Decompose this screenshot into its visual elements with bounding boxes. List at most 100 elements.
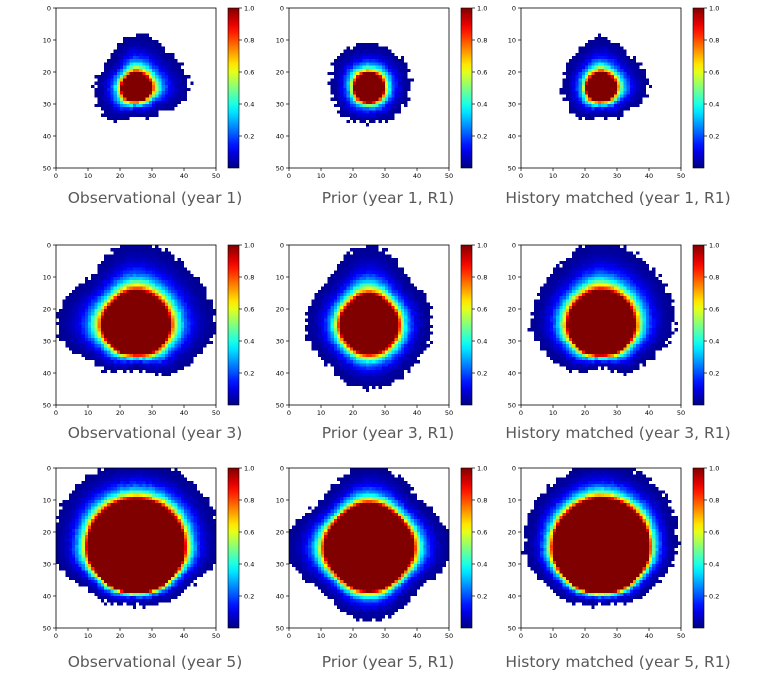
y-tick-label: 30 [43,100,51,108]
y-tick-label: 50 [276,401,284,409]
y-tick-label: 40 [43,592,51,600]
y-tick-label: 10 [276,273,284,281]
colorbar [227,244,240,406]
heatmap-image [521,468,681,628]
heatmap-image [289,468,449,628]
heatmap-image [521,8,681,168]
y-tick-label: 10 [508,36,516,44]
y-tick-label: 20 [43,68,51,76]
heatmap-image [521,245,681,405]
x-tick-label: 20 [349,632,357,640]
x-tick-label: 20 [116,632,124,640]
y-tick-label: 50 [43,401,51,409]
x-tick-label: 10 [84,632,92,640]
colorbar [692,7,705,169]
x-tick-label: 30 [148,409,156,417]
x-tick-label: 40 [180,172,188,180]
colorbar [460,244,473,406]
x-tick-label: 10 [549,409,557,417]
x-tick-label: 50 [445,632,453,640]
colorbar-tick-label: 0.4 [709,560,719,568]
x-tick-label: 10 [317,409,325,417]
colorbar-tick-label: 0.4 [244,100,254,108]
y-tick-label: 50 [43,164,51,172]
y-tick-label: 10 [276,36,284,44]
x-tick-label: 10 [84,172,92,180]
plot-frame [55,467,217,629]
y-tick-label: 50 [508,164,516,172]
colorbar-tick-label: 0.6 [709,528,719,536]
x-tick-label: 50 [677,409,685,417]
y-tick-label: 30 [43,337,51,345]
colorbar-tick-label: 1.0 [709,241,719,249]
y-tick-label: 40 [276,369,284,377]
colorbar-tick-label: 0.2 [709,592,719,600]
colorbar-tick-label: 0.8 [709,496,719,504]
x-tick-label: 20 [581,409,589,417]
colorbar-tick-label: 0.8 [244,273,254,281]
y-tick-label: 40 [43,369,51,377]
colorbar-tick-label: 1.0 [477,464,487,472]
colorbar-tick-label: 0.4 [244,560,254,568]
y-tick-label: 40 [508,132,516,140]
x-tick-label: 0 [519,409,523,417]
colorbar-tick-label: 0.2 [477,592,487,600]
x-tick-label: 0 [54,172,58,180]
y-tick-label: 0 [47,464,51,472]
y-tick-label: 10 [508,496,516,504]
x-tick-label: 30 [613,172,621,180]
colorbar-tick-label: 0.8 [477,273,487,281]
y-tick-label: 20 [508,68,516,76]
y-tick-label: 40 [508,369,516,377]
colorbar-tick-label: 0.6 [244,528,254,536]
y-tick-label: 20 [276,68,284,76]
y-tick-label: 0 [280,464,284,472]
colorbar [460,7,473,169]
plot-frame [520,467,682,629]
colorbar-tick-label: 0.8 [244,36,254,44]
colorbar-tick-label: 1.0 [709,464,719,472]
y-tick-label: 0 [47,4,51,12]
heatmap-image [289,245,449,405]
colorbar-tick-label: 0.2 [477,132,487,140]
panel-title: History matched (year 5, R1) [505,653,730,671]
x-tick-label: 20 [116,409,124,417]
panel-title: Prior (year 3, R1) [322,424,454,442]
colorbar [460,467,473,629]
x-tick-label: 40 [413,409,421,417]
y-tick-label: 40 [43,132,51,140]
x-tick-label: 50 [445,409,453,417]
x-tick-label: 30 [381,172,389,180]
x-tick-label: 20 [349,409,357,417]
x-tick-label: 20 [581,172,589,180]
colorbar-tick-label: 0.2 [244,369,254,377]
panel-title: History matched (year 1, R1) [505,189,730,207]
x-tick-label: 20 [349,172,357,180]
x-tick-label: 50 [212,172,220,180]
y-tick-label: 30 [508,337,516,345]
y-tick-label: 0 [512,4,516,12]
plot-frame [520,244,682,406]
y-tick-label: 20 [276,305,284,313]
y-tick-label: 40 [276,132,284,140]
y-tick-label: 20 [508,528,516,536]
x-tick-label: 40 [413,632,421,640]
y-tick-label: 0 [47,241,51,249]
colorbar-tick-label: 0.8 [244,496,254,504]
y-tick-label: 50 [508,624,516,632]
y-tick-label: 30 [276,560,284,568]
x-tick-label: 20 [116,172,124,180]
x-tick-label: 20 [581,632,589,640]
colorbar-tick-label: 0.8 [709,273,719,281]
colorbar-tick-label: 0.8 [477,36,487,44]
x-tick-label: 0 [519,172,523,180]
panel-title: Prior (year 5, R1) [322,653,454,671]
y-tick-label: 50 [43,624,51,632]
colorbar-tick-label: 0.2 [709,132,719,140]
y-tick-label: 40 [508,592,516,600]
